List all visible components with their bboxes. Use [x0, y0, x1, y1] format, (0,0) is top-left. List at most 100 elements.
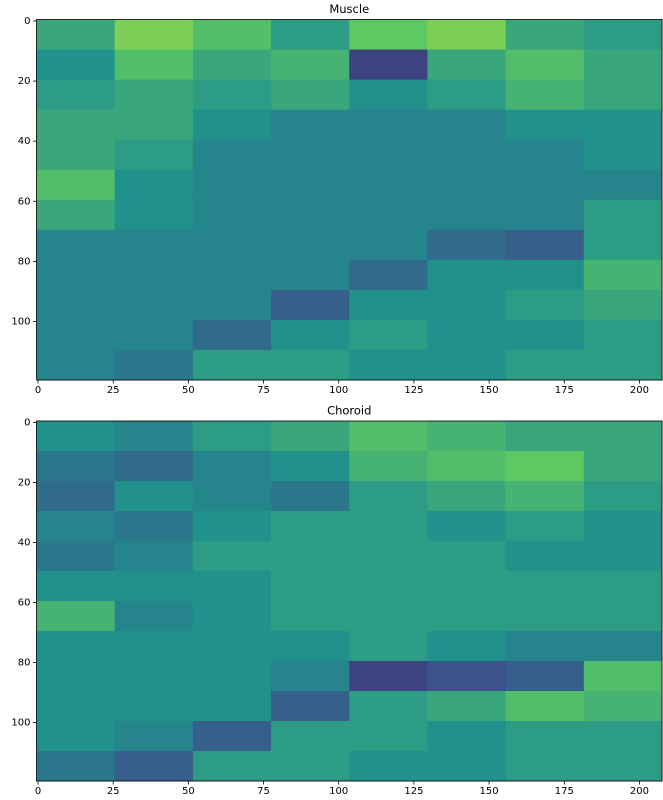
heatmap-cell: [349, 751, 428, 782]
heatmap-cell: [271, 80, 350, 111]
heatmap-cell: [349, 260, 428, 291]
heatmap-cell: [271, 170, 350, 201]
x-tick-label: 25: [107, 786, 120, 797]
heatmap-cell: [506, 721, 585, 752]
heatmap-cell: [115, 721, 194, 752]
heatmap-cell: [271, 110, 350, 141]
heatmap-cell: [193, 451, 272, 482]
x-tick-label: 100: [329, 385, 348, 396]
heatmap-cell: [193, 140, 272, 171]
heatmap-cell: [115, 80, 194, 111]
heatmap-cell: [349, 170, 428, 201]
heatmap-cell: [115, 601, 194, 632]
heatmap-cell: [349, 511, 428, 542]
heatmap-cell: [115, 421, 194, 452]
heatmap-cell: [115, 481, 194, 512]
heatmap-cell: [193, 170, 272, 201]
heatmap-cell: [271, 320, 350, 351]
heatmap-cell: [584, 481, 663, 512]
heatmap-cell: [506, 200, 585, 231]
heatmap-cell: [37, 631, 116, 662]
heatmap-cell: [506, 691, 585, 722]
heatmap-cell: [584, 260, 663, 291]
y-tick-label: 40: [18, 538, 31, 549]
heatmap-cell: [271, 601, 350, 632]
heatmap-cell: [193, 511, 272, 542]
heatmap-cell: [584, 541, 663, 572]
heatmap-cell: [115, 571, 194, 602]
heatmap-cell: [349, 481, 428, 512]
heatmap-cell: [506, 170, 585, 201]
x-tick-label: 75: [257, 786, 270, 797]
heatmap-cell: [506, 320, 585, 351]
heatmap-cell: [193, 290, 272, 321]
heatmap-cell: [115, 350, 194, 381]
heatmap-cell: [193, 601, 272, 632]
heatmap-cell: [271, 751, 350, 782]
heatmap-cell: [193, 110, 272, 141]
heatmap-cell: [193, 260, 272, 291]
heatmap-cell: [115, 50, 194, 81]
x-tick-label: 50: [182, 786, 195, 797]
heatmap-cell: [349, 721, 428, 752]
y-tick-label: 0: [24, 16, 30, 27]
heatmap-cell: [584, 20, 663, 51]
heatmap-cell: [115, 110, 194, 141]
heatmap-cell: [271, 511, 350, 542]
heatmap-cell: [37, 320, 116, 351]
heatmap-cell: [427, 721, 506, 752]
heatmap-cell: [271, 350, 350, 381]
heatmap-cell: [271, 140, 350, 171]
heatmap-cell: [115, 631, 194, 662]
heatmap-cell: [584, 451, 663, 482]
heatmap-cell: [584, 80, 663, 111]
heatmap-cell: [193, 751, 272, 782]
heatmap-cell: [506, 140, 585, 171]
x-tick-label: 0: [35, 385, 41, 396]
chart-title: Muscle: [329, 2, 369, 16]
heatmap-cell: [427, 481, 506, 512]
heatmap-cell: [427, 350, 506, 381]
heatmap-cell: [271, 541, 350, 572]
heatmap-cell: [506, 661, 585, 692]
heatmap-cell: [271, 290, 350, 321]
heatmap-cell: [584, 320, 663, 351]
heatmap-cell: [427, 601, 506, 632]
heatmap-cell: [115, 140, 194, 171]
heatmap-cell: [427, 110, 506, 141]
heatmap-cell: [193, 541, 272, 572]
heatmap-cell: [584, 110, 663, 141]
heatmap-cell: [427, 140, 506, 171]
heatmap-cell: [115, 541, 194, 572]
heatmap-cell: [427, 320, 506, 351]
figure: 0255075100125150175200020406080100Muscle…: [0, 0, 663, 800]
heatmap-cell: [584, 601, 663, 632]
x-tick-label: 150: [480, 786, 499, 797]
heatmap-cell: [271, 50, 350, 81]
heatmap-cell: [271, 20, 350, 51]
heatmap-cell: [37, 541, 116, 572]
heatmap-cell: [37, 260, 116, 291]
heatmap-cell: [115, 260, 194, 291]
heatmap-cell: [427, 80, 506, 111]
heatmap-cell: [349, 661, 428, 692]
heatmap-cell: [349, 140, 428, 171]
heatmap-cell: [271, 721, 350, 752]
heatmap-cell: [506, 451, 585, 482]
heatmap-cell: [193, 200, 272, 231]
y-tick-label: 80: [18, 658, 31, 669]
heatmap-cell: [584, 421, 663, 452]
x-tick-label: 125: [404, 385, 423, 396]
heatmap-cell: [349, 421, 428, 452]
heatmap-cell: [271, 200, 350, 231]
heatmap-cell: [349, 691, 428, 722]
heatmap-cell: [349, 541, 428, 572]
heatmap-cell: [193, 230, 272, 261]
y-tick-label: 0: [24, 418, 30, 429]
heatmap-cell: [506, 260, 585, 291]
heatmap-cell: [193, 20, 272, 51]
heatmap-cell: [427, 751, 506, 782]
heatmap-cell: [271, 260, 350, 291]
heatmap-cell: [193, 691, 272, 722]
heatmap-cell: [37, 20, 116, 51]
